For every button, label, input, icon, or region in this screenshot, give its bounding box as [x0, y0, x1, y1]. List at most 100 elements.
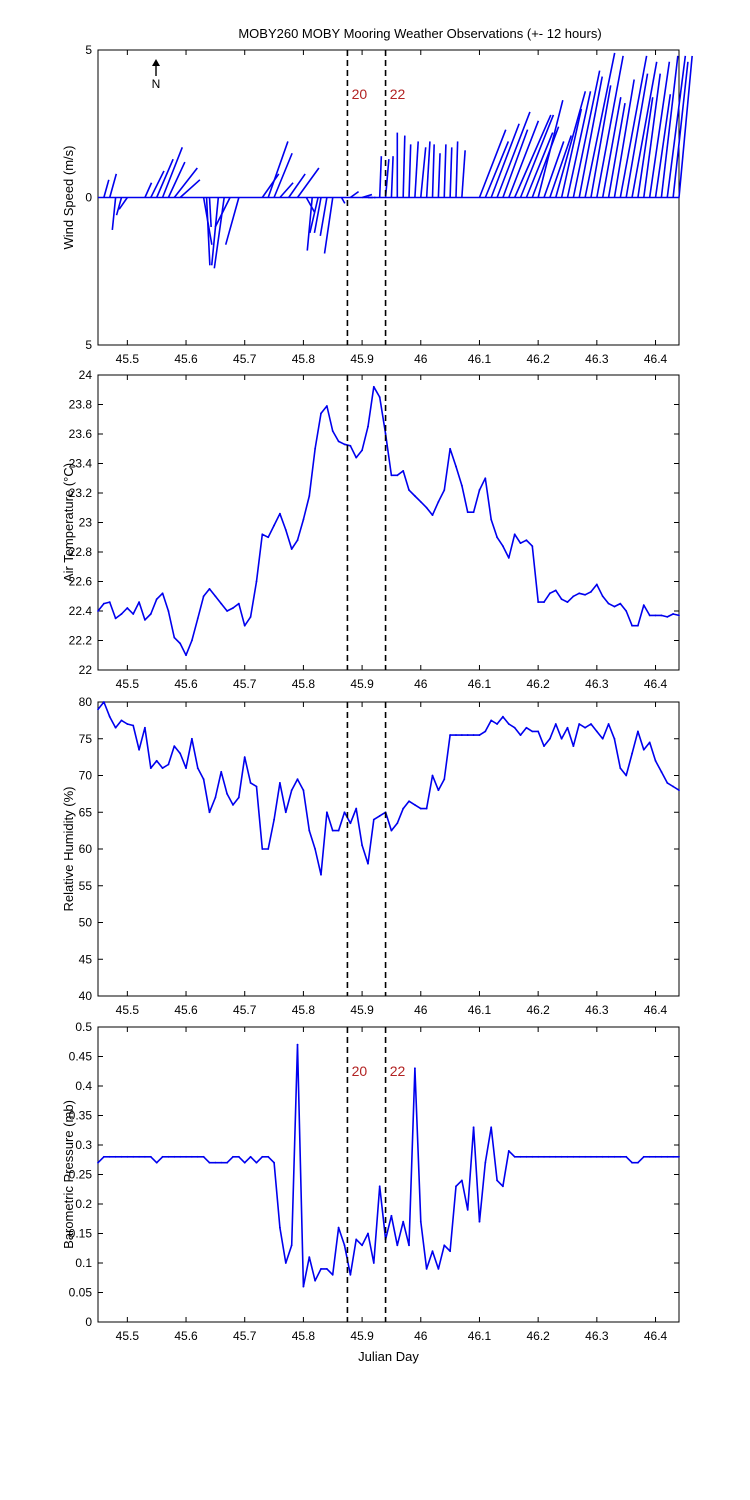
data-point — [325, 1268, 328, 1270]
data-point — [425, 506, 428, 509]
data-point — [149, 613, 152, 615]
panel-4: 45.5 45.6 45.7 45.8 45.9 46 46.1 46.2 46.3 46.4 0 0… — [61, 1020, 680, 1364]
data-point — [666, 781, 669, 784]
y-tick-label: 0.05 — [69, 1286, 93, 1300]
data-point — [273, 524, 275, 527]
data-point — [343, 443, 346, 446]
data-point — [478, 489, 481, 491]
data-point — [337, 829, 340, 832]
data-point — [314, 1279, 317, 1282]
data-point — [607, 1155, 610, 1158]
data-point — [390, 474, 393, 477]
data-point — [302, 1285, 305, 1288]
data-point — [108, 715, 111, 718]
data-point — [220, 770, 223, 773]
data-point — [490, 1126, 493, 1129]
data-point — [296, 778, 299, 781]
data-point — [308, 495, 311, 497]
data-point — [419, 807, 422, 810]
data-point — [378, 815, 381, 817]
data-point — [449, 447, 452, 450]
data-point — [472, 511, 475, 514]
data-point — [507, 1150, 510, 1152]
wind-vector — [323, 197, 334, 254]
x-tick-label: 45.8 — [292, 1003, 316, 1017]
data-point — [619, 767, 622, 770]
data-point — [290, 548, 293, 550]
wind-vector — [619, 55, 648, 198]
data-point — [97, 1161, 99, 1164]
data-point — [114, 1155, 117, 1158]
y-tick-label: 75 — [79, 732, 93, 746]
data-point — [425, 807, 428, 810]
data-point — [120, 1155, 123, 1158]
data-point — [267, 848, 270, 850]
data-point — [372, 818, 375, 821]
wind-vector — [537, 99, 564, 198]
y-tick-label: 0.3 — [75, 1138, 92, 1152]
x-tick-label: 46.3 — [585, 352, 609, 366]
data-point — [408, 800, 410, 803]
data-point — [584, 726, 587, 729]
y-tick-label: 22 — [79, 663, 93, 677]
wind-vector — [449, 147, 453, 198]
data-point — [190, 639, 193, 642]
data-point — [637, 730, 639, 733]
wind-vector — [525, 132, 554, 198]
wind-vector — [578, 76, 604, 198]
data-point — [402, 469, 405, 472]
data-point — [232, 1155, 234, 1158]
data-point — [431, 1250, 434, 1253]
wind-vector — [502, 129, 529, 198]
y-tick-label: 50 — [79, 916, 93, 930]
data-point — [390, 829, 393, 832]
y-tick-label: 40 — [79, 989, 93, 1003]
data-point — [196, 767, 199, 770]
figure-title: MOBY260 MOBY Mooring Weather Observation… — [238, 26, 601, 41]
data-point — [478, 1220, 481, 1223]
data-point — [625, 1155, 628, 1158]
data-point — [337, 440, 340, 443]
data-point — [267, 536, 270, 539]
data-point — [607, 723, 610, 725]
wind-vector — [572, 70, 601, 198]
data-point — [126, 1155, 129, 1158]
data-point — [654, 614, 657, 617]
data-point — [554, 589, 557, 592]
data-point — [484, 1161, 487, 1164]
data-point — [525, 1155, 528, 1158]
data-point — [507, 557, 510, 559]
data-point — [437, 500, 440, 503]
data-point — [625, 774, 628, 777]
wind-vector — [484, 141, 510, 198]
data-point — [202, 778, 205, 781]
wind-vector — [267, 141, 289, 198]
data-point — [660, 614, 663, 617]
y-tick-label: 60 — [79, 842, 93, 856]
data-point — [537, 730, 540, 733]
data-point — [625, 610, 628, 612]
data-point — [132, 1155, 135, 1158]
wind-vector — [296, 167, 320, 198]
x-tick-label: 46.2 — [526, 1329, 550, 1343]
data-point — [496, 723, 498, 725]
wind-vector — [108, 173, 118, 198]
data-point — [173, 745, 176, 747]
data-point — [460, 1179, 463, 1182]
x-tick-label: 46.4 — [644, 1329, 668, 1343]
y-axis-label: Air Temperature (°C) — [61, 463, 76, 582]
wind-vector — [566, 91, 592, 198]
data-point — [367, 862, 369, 865]
data-point — [425, 1268, 428, 1270]
data-point — [466, 511, 469, 514]
data-point — [120, 613, 123, 615]
data-point — [343, 811, 346, 814]
data-point — [202, 1155, 205, 1158]
data-point — [208, 587, 211, 590]
data-point — [261, 533, 264, 536]
data-point — [361, 844, 363, 847]
y-tick-label: 5 — [85, 338, 92, 352]
wind-vector — [273, 152, 293, 198]
data-point — [519, 734, 522, 736]
data-point — [302, 518, 305, 521]
